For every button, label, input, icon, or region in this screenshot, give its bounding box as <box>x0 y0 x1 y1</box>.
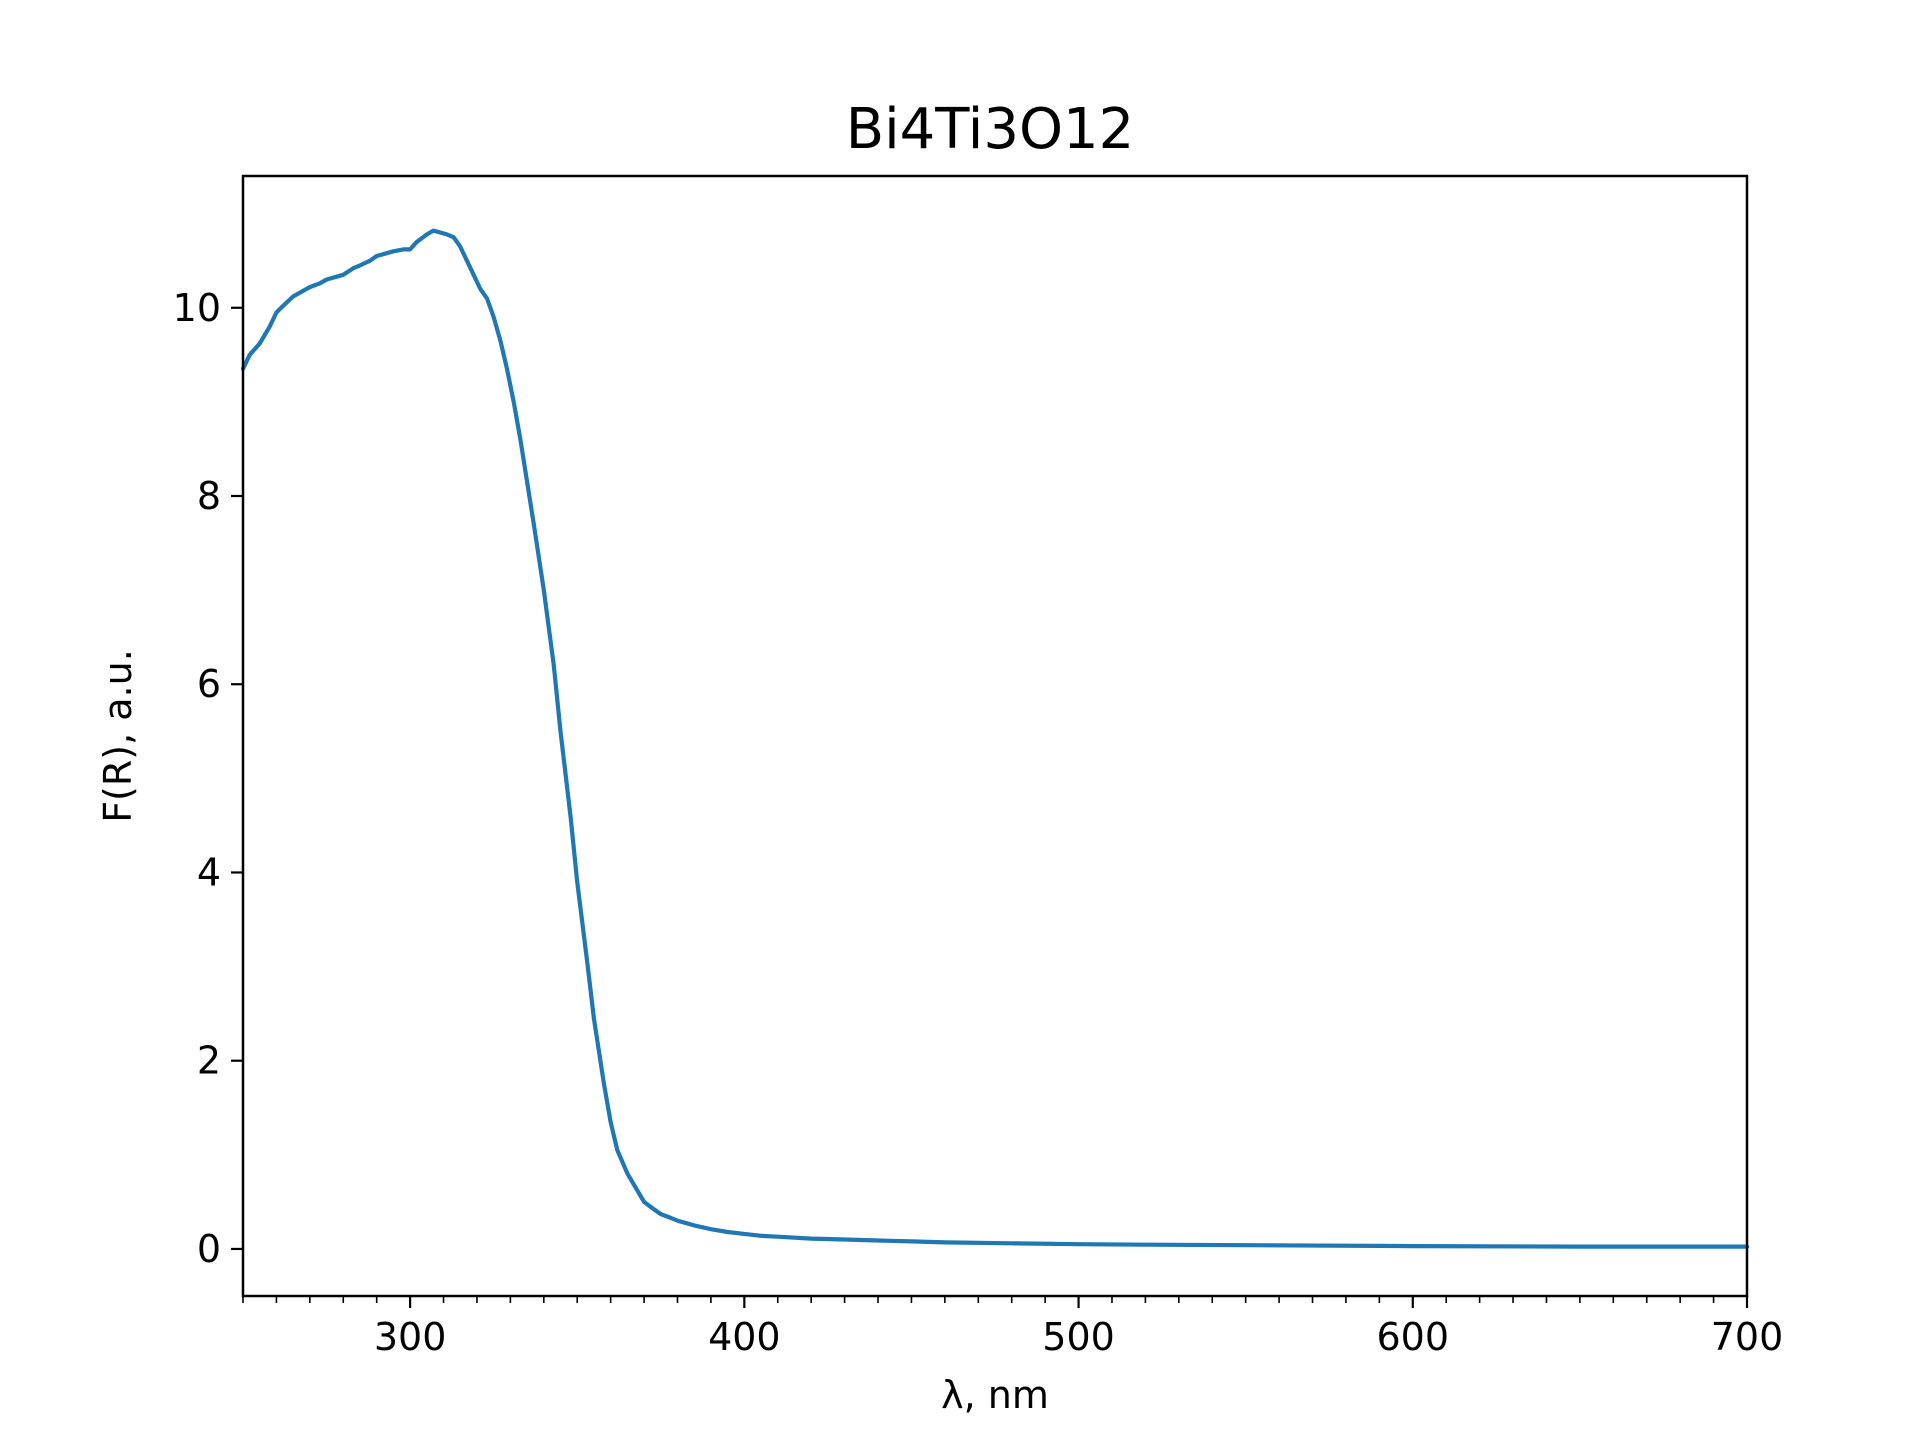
y-tick-label: 6 <box>197 662 221 706</box>
y-axis: 0 2 4 6 8 10 <box>173 286 243 1271</box>
x-tick-label: 600 <box>1377 1315 1450 1359</box>
y-tick-label: 4 <box>197 850 221 894</box>
y-tick-label: 0 <box>197 1227 221 1271</box>
y-tick-label: 8 <box>197 474 221 518</box>
series-line <box>240 228 1750 1249</box>
chart-title: Bi4Ti3O12 <box>846 97 1135 162</box>
plot-frame <box>241 174 1749 1298</box>
y-axis-label: F(R), a.u. <box>96 649 140 823</box>
x-tick-label: 400 <box>708 1315 781 1359</box>
y-tick-label: 2 <box>197 1039 221 1083</box>
x-tick-label: 700 <box>1711 1315 1784 1359</box>
x-axis: 300 400 500 600 700 <box>242 1296 1784 1359</box>
y-tick-label: 10 <box>173 286 221 330</box>
x-axis-label: λ, nm <box>941 1373 1049 1417</box>
x-tick-label: 500 <box>1042 1315 1115 1359</box>
x-tick-label: 300 <box>374 1315 447 1359</box>
plot-area <box>240 174 1750 1298</box>
